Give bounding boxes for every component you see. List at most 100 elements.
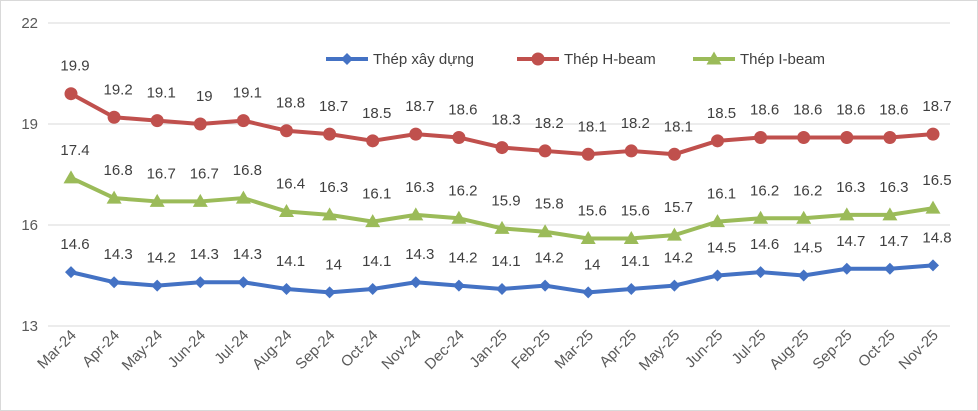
data-point [149, 193, 165, 207]
data-label: 18.5 [707, 105, 736, 122]
x-tick-label: Jan-25 [466, 327, 510, 371]
legend: Thép xây dựng Thép H-beam Thép I-beam [326, 51, 825, 68]
data-label: 18.6 [750, 101, 779, 118]
data-label: 17.4 [60, 142, 89, 159]
data-point [668, 279, 681, 292]
data-point [64, 87, 78, 101]
legend-label: Thép xây dựng [373, 51, 474, 68]
data-label: 15.6 [578, 202, 607, 219]
data-point [451, 210, 467, 224]
data-label: 14.5 [707, 240, 736, 257]
data-label: 14.3 [103, 246, 132, 263]
data-label: 16.1 [362, 186, 391, 203]
data-point [193, 117, 207, 131]
data-point [710, 214, 725, 228]
x-tick-label: Feb-25 [508, 327, 554, 373]
data-point [797, 130, 811, 144]
data-label: 14.8 [922, 229, 951, 246]
data-point [150, 114, 164, 128]
data-point [409, 276, 422, 289]
gridlines [48, 22, 950, 327]
data-label: 19.1 [147, 85, 176, 102]
data-label: 16.5 [922, 172, 951, 189]
data-point [623, 230, 639, 244]
data-label: 16.2 [750, 182, 779, 199]
data-point [63, 170, 79, 184]
y-axis-ticks: 13 16 19 22 [21, 15, 38, 335]
data-point [151, 279, 164, 292]
x-tick-label: Sep-25 [809, 327, 855, 373]
series-layer [63, 87, 941, 299]
data-point [840, 130, 854, 144]
data-point [279, 204, 294, 218]
data-point [235, 190, 251, 204]
data-point [341, 53, 353, 65]
legend-label: Thép I-beam [740, 51, 825, 68]
data-point [452, 279, 465, 292]
data-label: 14.7 [879, 233, 908, 250]
data-point [625, 282, 638, 295]
data-label: 14.3 [233, 246, 262, 263]
data-label: 16.8 [233, 162, 262, 179]
data-point [883, 262, 896, 275]
data-point [840, 262, 853, 275]
data-label: 16.1 [707, 186, 736, 203]
x-tick-label: Jun-24 [165, 327, 209, 371]
data-point [580, 230, 596, 244]
data-label: 19.9 [60, 58, 89, 75]
data-point [537, 224, 553, 238]
data-label: 19 [196, 88, 213, 105]
x-tick-label: Jun-25 [682, 327, 726, 371]
data-point [192, 193, 208, 207]
data-label: 18.6 [793, 101, 822, 118]
data-label: 14.3 [190, 246, 219, 263]
data-point [323, 286, 336, 299]
y-tick-label: 22 [21, 15, 38, 32]
x-tick-label: Dec-24 [422, 327, 468, 373]
data-label: 16.3 [319, 179, 348, 196]
data-label: 16.3 [405, 179, 434, 196]
data-point [65, 266, 77, 279]
data-label: 14.2 [534, 250, 563, 267]
data-label: 18.8 [276, 95, 305, 112]
data-point [496, 282, 508, 295]
x-tick-label: Jul-24 [211, 327, 252, 368]
data-point [582, 286, 595, 299]
data-point [711, 269, 724, 282]
data-label: 16.7 [147, 165, 176, 182]
data-point [322, 207, 338, 221]
data-point [495, 141, 509, 155]
data-label: 14.1 [276, 253, 305, 270]
data-point [280, 282, 293, 295]
data-point [581, 147, 595, 161]
data-label: 16.3 [879, 179, 908, 196]
data-point [667, 147, 681, 161]
data-point [797, 269, 810, 282]
x-tick-label: Mar-25 [551, 327, 597, 373]
data-label: 18.6 [448, 101, 477, 118]
data-point [754, 266, 767, 279]
data-point [706, 51, 722, 65]
y-tick-label: 13 [21, 318, 38, 335]
data-point [194, 276, 207, 289]
x-tick-label: Oct-25 [855, 327, 899, 371]
data-label: 14.1 [362, 253, 391, 270]
data-label: 14.6 [750, 236, 779, 253]
x-tick-label: Jul-25 [729, 327, 770, 368]
data-point [494, 220, 510, 234]
y-tick-label: 19 [21, 116, 38, 133]
data-label: 18.7 [922, 98, 951, 115]
data-point [107, 110, 121, 124]
data-point [539, 279, 552, 292]
legend-label: Thép H-beam [564, 51, 656, 68]
data-label: 14 [584, 256, 601, 273]
data-label: 16.2 [793, 182, 822, 199]
data-label: 18.6 [879, 101, 908, 118]
data-label: 18.3 [491, 112, 520, 129]
data-label: 15.7 [664, 199, 693, 216]
data-label: 18.1 [578, 118, 607, 135]
data-point [237, 276, 250, 289]
data-point [280, 124, 293, 138]
data-label: 16.7 [190, 165, 219, 182]
